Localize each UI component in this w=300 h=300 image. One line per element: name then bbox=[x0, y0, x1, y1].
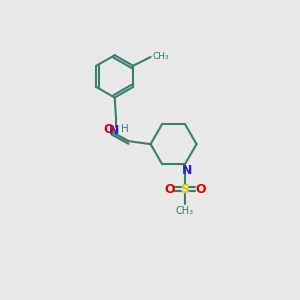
Text: N: N bbox=[182, 164, 193, 177]
Text: O: O bbox=[195, 182, 206, 196]
Text: O: O bbox=[164, 182, 175, 196]
Text: CH₃: CH₃ bbox=[153, 52, 169, 62]
Text: H: H bbox=[121, 124, 128, 134]
Text: S: S bbox=[181, 182, 190, 196]
Text: O: O bbox=[104, 123, 114, 136]
Text: N: N bbox=[109, 124, 119, 137]
Text: CH₃: CH₃ bbox=[176, 206, 194, 216]
